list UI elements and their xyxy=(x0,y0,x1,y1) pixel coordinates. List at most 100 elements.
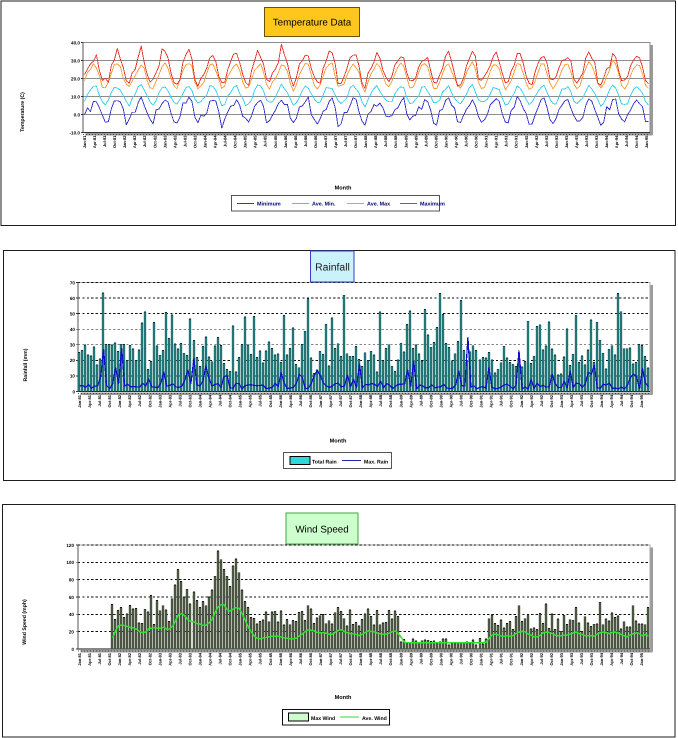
svg-text:0: 0 xyxy=(72,389,75,394)
svg-text:Jul-89: Jul-89 xyxy=(418,652,423,664)
svg-text:Oct-87: Oct-87 xyxy=(348,394,353,407)
svg-text:Apr-81: Apr-81 xyxy=(87,652,92,665)
svg-text:Oct-81: Oct-81 xyxy=(107,394,112,407)
svg-text:Apr-83: Apr-83 xyxy=(167,394,172,407)
svg-text:Oct-87: Oct-87 xyxy=(348,652,353,665)
svg-text:Minimum: Minimum xyxy=(257,202,281,208)
svg-text:Jan-92: Jan-92 xyxy=(519,652,524,665)
svg-text:Apr-91: Apr-91 xyxy=(489,652,494,665)
svg-text:Oct-88: Oct-88 xyxy=(393,135,398,148)
svg-text:Jan-90: Jan-90 xyxy=(438,394,443,407)
svg-text:Jan-86: Jan-86 xyxy=(278,394,283,407)
svg-text:Jan-94: Jan-94 xyxy=(604,135,609,148)
svg-text:Apr-93: Apr-93 xyxy=(569,394,574,407)
svg-text:Jan-92: Jan-92 xyxy=(519,394,524,407)
svg-text:Apr-91: Apr-91 xyxy=(489,394,494,407)
svg-text:Apr-92: Apr-92 xyxy=(534,135,539,148)
svg-text:Jul-83: Jul-83 xyxy=(177,394,182,406)
svg-text:Jul-85: Jul-85 xyxy=(258,394,263,406)
svg-text:Jul-90: Jul-90 xyxy=(459,394,464,406)
svg-text:Jan-82: Jan-82 xyxy=(117,394,122,407)
svg-text:Jan-82: Jan-82 xyxy=(122,135,127,148)
svg-text:Jan-93: Jan-93 xyxy=(564,135,569,148)
svg-text:Jan-93: Jan-93 xyxy=(559,394,564,407)
svg-text:Oct-94: Oct-94 xyxy=(629,394,634,407)
svg-text:Apr-86: Apr-86 xyxy=(288,652,293,665)
svg-text:Jan-87: Jan-87 xyxy=(323,135,328,148)
svg-text:Apr-88: Apr-88 xyxy=(373,135,378,148)
svg-text:Oct-89: Oct-89 xyxy=(428,394,433,407)
svg-text:Jan-83: Jan-83 xyxy=(157,394,162,407)
svg-text:Max Wind: Max Wind xyxy=(311,716,335,722)
svg-text:Jan-85: Jan-85 xyxy=(238,394,243,407)
svg-text:30: 30 xyxy=(70,343,76,348)
svg-text:40: 40 xyxy=(69,612,75,617)
svg-text:Apr-93: Apr-93 xyxy=(574,135,579,148)
svg-text:Jan-91: Jan-91 xyxy=(479,652,484,665)
svg-text:Temperature Data: Temperature Data xyxy=(273,18,352,29)
svg-text:Oct-82: Oct-82 xyxy=(152,135,157,148)
svg-text:Apr-81: Apr-81 xyxy=(87,394,92,407)
svg-text:Jan-81: Jan-81 xyxy=(82,135,87,148)
svg-text:Oct-81: Oct-81 xyxy=(107,652,112,665)
svg-text:Apr-88: Apr-88 xyxy=(368,652,373,665)
svg-text:Jul-91: Jul-91 xyxy=(499,652,504,664)
svg-text:Oct-90: Oct-90 xyxy=(469,394,474,407)
svg-text:Jan-94: Jan-94 xyxy=(599,394,604,407)
svg-text:Jan-95: Jan-95 xyxy=(639,652,644,665)
svg-text:Jan-91: Jan-91 xyxy=(479,394,484,407)
svg-text:Jan-90: Jan-90 xyxy=(443,135,448,148)
svg-text:Apr-87: Apr-87 xyxy=(328,652,333,665)
svg-text:Jan-92: Jan-92 xyxy=(524,135,529,148)
svg-text:Oct-82: Oct-82 xyxy=(147,652,152,665)
svg-text:Apr-84: Apr-84 xyxy=(208,394,213,407)
svg-text:Apr-94: Apr-94 xyxy=(614,135,619,148)
svg-text:Apr-90: Apr-90 xyxy=(448,652,453,665)
svg-text:Oct-86: Oct-86 xyxy=(308,652,313,665)
svg-text:Oct-88: Oct-88 xyxy=(388,394,393,407)
svg-text:Jul-88: Jul-88 xyxy=(378,394,383,406)
svg-text:Apr-93: Apr-93 xyxy=(569,652,574,665)
svg-text:Jul-92: Jul-92 xyxy=(539,394,544,406)
svg-text:Jan-88: Jan-88 xyxy=(363,135,368,148)
svg-text:Apr-82: Apr-82 xyxy=(132,135,137,148)
svg-text:Jul-85: Jul-85 xyxy=(263,135,268,147)
svg-text:20: 20 xyxy=(70,358,76,363)
svg-text:Jul-93: Jul-93 xyxy=(579,652,584,664)
svg-text:Apr-92: Apr-92 xyxy=(529,394,534,407)
svg-text:-10.0: -10.0 xyxy=(70,130,81,135)
svg-text:Jul-92: Jul-92 xyxy=(544,135,549,147)
svg-text:30.0: 30.0 xyxy=(71,58,80,63)
svg-text:Jan-89: Jan-89 xyxy=(398,652,403,665)
svg-text:Jan-88: Jan-88 xyxy=(358,394,363,407)
svg-text:Jan-84: Jan-84 xyxy=(202,135,207,148)
svg-text:Jan-91: Jan-91 xyxy=(484,135,489,148)
svg-text:Jul-86: Jul-86 xyxy=(298,652,303,664)
svg-text:Jan-95: Jan-95 xyxy=(644,135,649,148)
svg-text:Jan-89: Jan-89 xyxy=(398,394,403,407)
svg-text:Jan-84: Jan-84 xyxy=(197,394,202,407)
svg-text:Oct-91: Oct-91 xyxy=(509,394,514,407)
svg-text:Total Rain: Total Rain xyxy=(312,460,337,466)
svg-text:Apr-85: Apr-85 xyxy=(248,394,253,407)
svg-text:Jul-82: Jul-82 xyxy=(142,135,147,147)
svg-text:Oct-85: Oct-85 xyxy=(268,394,273,407)
svg-text:Oct-83: Oct-83 xyxy=(192,135,197,148)
svg-text:120: 120 xyxy=(66,543,74,548)
svg-text:Jul-93: Jul-93 xyxy=(584,135,589,147)
svg-text:Apr-91: Apr-91 xyxy=(494,135,499,148)
svg-text:Jan-87: Jan-87 xyxy=(318,652,323,665)
svg-text:Apr-90: Apr-90 xyxy=(453,135,458,148)
svg-text:Oct-89: Oct-89 xyxy=(428,652,433,665)
svg-text:Oct-92: Oct-92 xyxy=(549,394,554,407)
svg-text:Apr-82: Apr-82 xyxy=(127,652,132,665)
svg-text:Jan-85: Jan-85 xyxy=(238,652,243,665)
svg-text:Oct-85: Oct-85 xyxy=(273,135,278,148)
svg-text:Oct-94: Oct-94 xyxy=(629,652,634,665)
svg-text:Apr-86: Apr-86 xyxy=(288,394,293,407)
svg-text:Jan-86: Jan-86 xyxy=(278,652,283,665)
svg-text:Jan-85: Jan-85 xyxy=(243,135,248,148)
svg-text:Month: Month xyxy=(335,694,352,701)
svg-text:20: 20 xyxy=(69,630,75,635)
svg-text:Jan-81: Jan-81 xyxy=(77,394,82,407)
